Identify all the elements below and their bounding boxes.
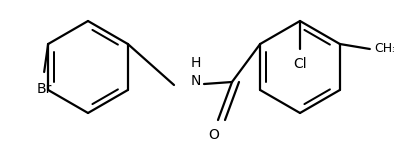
- Text: CH₃: CH₃: [374, 43, 394, 55]
- Text: H: H: [191, 56, 201, 70]
- Text: Cl: Cl: [293, 57, 307, 71]
- Text: Br: Br: [37, 82, 52, 96]
- Text: N: N: [191, 74, 201, 88]
- Text: O: O: [208, 128, 219, 142]
